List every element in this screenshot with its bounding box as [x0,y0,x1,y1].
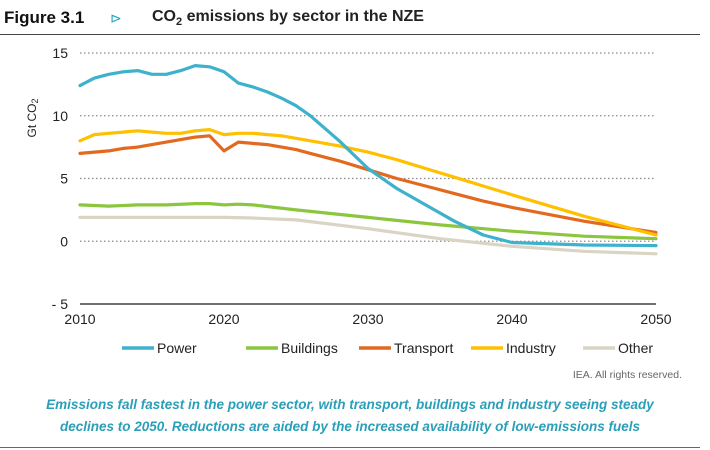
y-axis-label-text: Gt CO [25,104,39,138]
series-line-power [78,63,658,248]
title-subscript: 2 [176,16,183,29]
legend-label-transport: Transport [394,340,454,356]
series-line-other [78,215,658,256]
figure-label: Figure 3.1 [4,8,85,27]
title-text-pre: CO [152,8,176,25]
y-axis-label-sub: 2 [30,98,40,103]
figure-header: Figure 3.1 ⊳ CO2 emissions by sector in … [0,0,700,35]
legend-label-buildings: Buildings [281,340,338,356]
caption-line-2: declines to 2050. Reductions are aided b… [60,419,640,434]
series-line-buildings [78,202,658,241]
figure-title: CO2 emissions by sector in the NZE [152,8,424,28]
x-tick-label: 2010 [64,311,95,327]
x-tick-label: 2030 [352,311,383,327]
series-line-transport [78,134,658,235]
credit-note: IEA. All rights reserved. [572,369,682,381]
legend-label-industry: Industry [506,340,556,356]
series-line-industry [78,128,658,237]
x-tick-label: 2050 [640,311,671,327]
caption-line-1: Emissions fall fastest in the power sect… [46,397,654,412]
gridlines [80,52,656,305]
axis-ticks: - 5 0 5 10 15 2010 2020 2030 2040 2050 [52,45,672,327]
x-tick-label: 2020 [208,311,239,327]
y-tick-label: 0 [60,233,68,249]
y-tick-label: 5 [60,171,68,187]
figure-arrow-icon: ⊳ [110,10,122,26]
figure-caption: Emissions fall fastest in the power sect… [0,394,700,438]
emissions-line-chart: - 5 0 5 10 15 2010 2020 2030 2040 2050 Power Build… [25,45,672,356]
x-tick-label: 2040 [496,311,527,327]
series-lines [78,63,658,256]
legend: Power Buildings Transport Industry Other [122,340,653,356]
title-text-post: emissions by sector in the NZE [182,8,424,25]
legend-label-other: Other [618,340,653,356]
footer-divider [0,447,700,448]
y-tick-label: 15 [52,45,68,61]
y-tick-label: 10 [52,108,68,124]
y-tick-label: - 5 [52,296,69,312]
legend-label-power: Power [157,340,197,356]
y-axis-label: Gt CO2 [25,98,40,137]
